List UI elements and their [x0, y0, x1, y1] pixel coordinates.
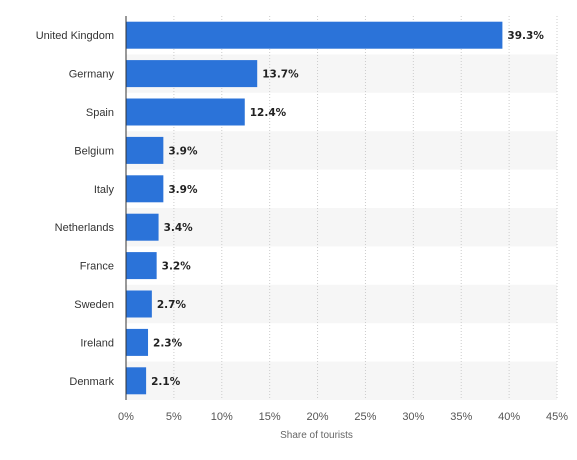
category-label: Belgium [74, 145, 114, 157]
category-label: Denmark [69, 376, 114, 388]
x-tick-label: 20% [307, 411, 329, 423]
x-tick-label: 5% [166, 411, 182, 423]
category-label: Spain [86, 107, 114, 119]
category-label: United Kingdom [36, 30, 114, 42]
category-label: France [80, 261, 114, 273]
row-band [126, 361, 557, 400]
x-axis-title: Share of tourists [280, 430, 353, 441]
category-label: Sweden [74, 299, 114, 311]
bar [126, 60, 258, 88]
bar [126, 290, 152, 318]
data-labels: 39.3% 13.7% 12.4% 3.9% 3.9% 3.4% 3.2% 2.7% 2.3% 2… [151, 30, 544, 388]
data-label: 3.2% [162, 261, 192, 273]
data-label: 13.7% [262, 69, 299, 81]
bar [126, 136, 164, 164]
data-label: 12.4% [250, 107, 287, 119]
x-tick-label: 10% [211, 411, 233, 423]
x-tick-label: 25% [354, 411, 376, 423]
bar [126, 328, 149, 356]
bar [126, 21, 503, 49]
x-tick-label: 35% [450, 411, 472, 423]
row-band [126, 284, 557, 324]
category-labels: United Kingdom Germany Spain Belgium Italy Ne… [36, 30, 115, 388]
x-tick-label: 30% [402, 411, 424, 423]
row-band [126, 131, 557, 170]
bars [126, 21, 503, 395]
data-label: 39.3% [507, 30, 544, 42]
data-label: 3.9% [168, 145, 198, 157]
bar [126, 98, 245, 126]
x-tick-label: 40% [498, 411, 520, 423]
bar [126, 252, 157, 280]
data-label: 2.1% [151, 376, 181, 388]
bar [126, 175, 164, 203]
category-label: Netherlands [55, 222, 115, 234]
x-tick-labels: 0% 5% 10% 15% 20% 25% 30% 35% 40% 45% [118, 411, 568, 423]
bar [126, 367, 147, 395]
x-tick-label: 45% [546, 411, 568, 423]
category-label: Ireland [80, 337, 114, 349]
row-band [126, 208, 557, 247]
bar [126, 213, 159, 241]
x-tick-label: 0% [118, 411, 134, 423]
data-label: 2.7% [157, 299, 187, 311]
data-label: 2.3% [153, 337, 183, 349]
x-tick-label: 15% [259, 411, 281, 423]
data-label: 3.9% [168, 184, 198, 196]
row-bands [126, 54, 557, 400]
data-label: 3.4% [164, 222, 194, 234]
category-label: Germany [69, 69, 115, 81]
category-label: Italy [94, 184, 115, 196]
grid-lines [173, 16, 558, 400]
